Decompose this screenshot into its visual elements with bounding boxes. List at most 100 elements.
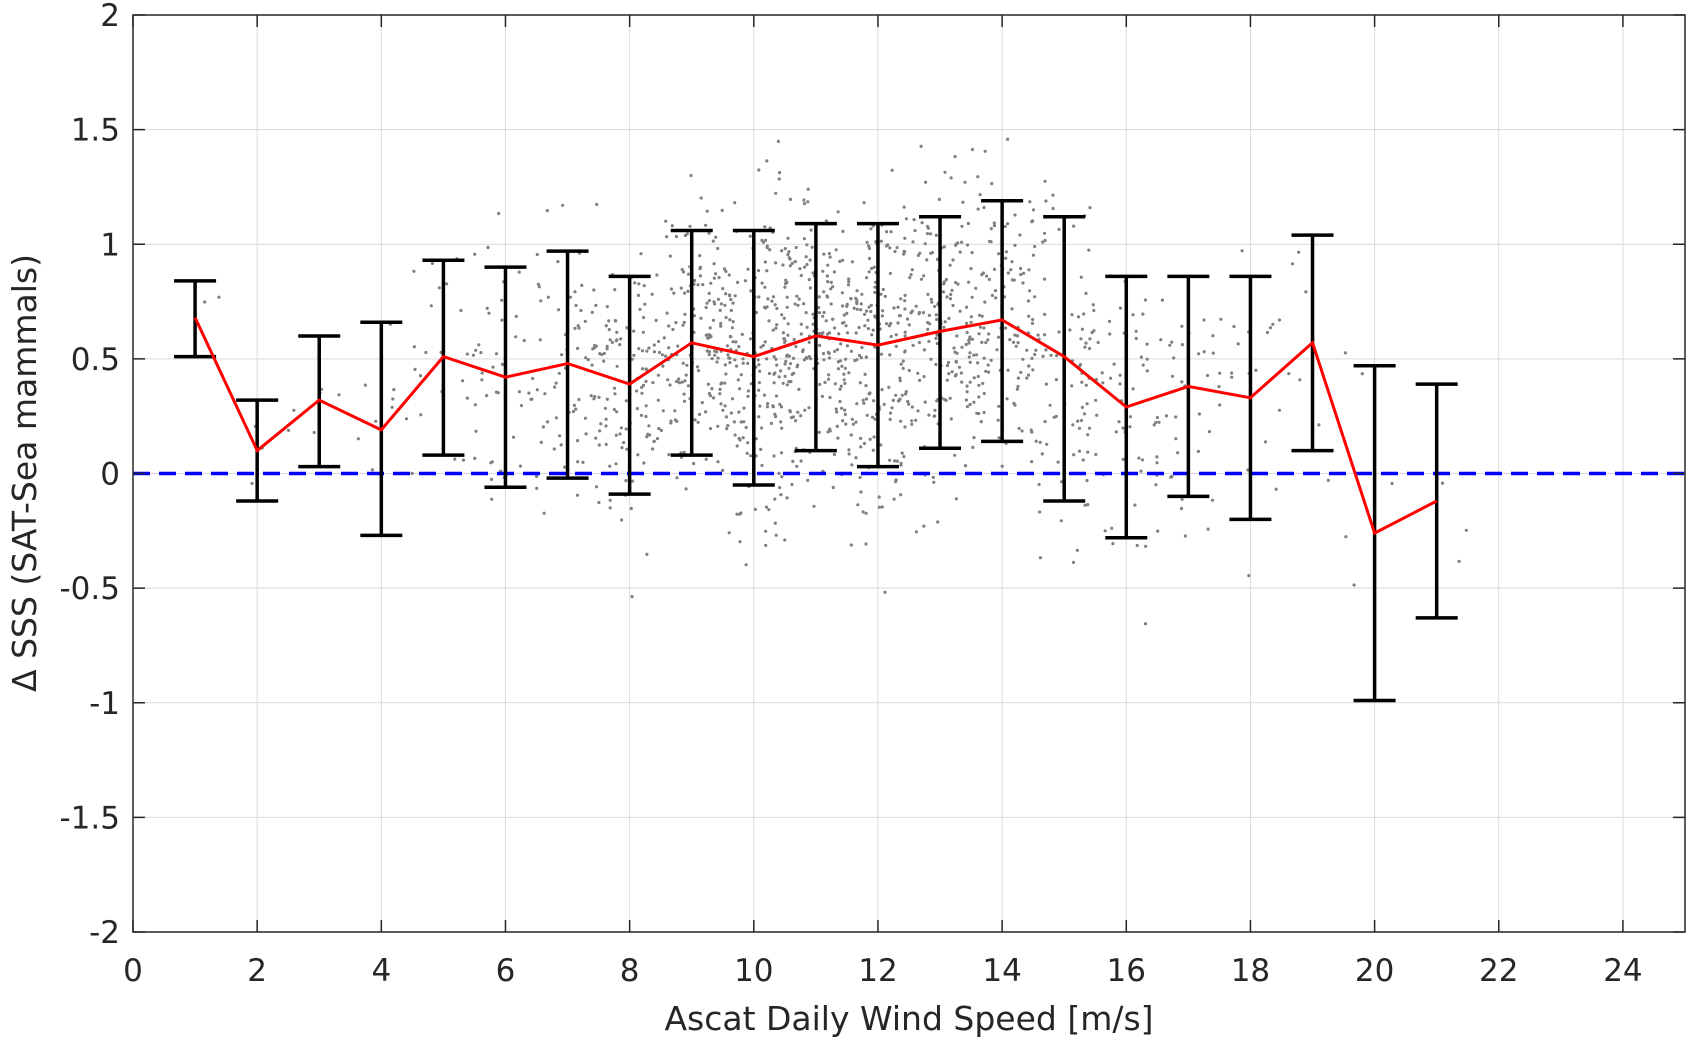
scatter-point <box>1085 478 1089 483</box>
scatter-point <box>759 345 763 349</box>
scatter-point <box>977 383 981 387</box>
scatter-point <box>610 340 614 344</box>
scatter-point <box>511 435 516 439</box>
scatter-point <box>822 310 826 315</box>
scatter-point <box>719 302 724 306</box>
scatter-point <box>993 289 998 293</box>
scatter-point <box>1247 574 1251 578</box>
scatter-point <box>1140 458 1145 462</box>
scatter-point <box>905 317 910 321</box>
scatter-point <box>723 404 727 408</box>
scatter-point <box>960 224 964 228</box>
scatter-point <box>859 302 863 306</box>
scatter-point <box>445 282 449 286</box>
scatter-point <box>968 351 972 355</box>
scatter-point <box>976 207 980 211</box>
scatter-point <box>843 366 847 370</box>
scatter-point <box>618 432 622 436</box>
scatter-point <box>497 211 501 216</box>
scatter-point <box>950 288 954 292</box>
scatter-point <box>842 320 846 325</box>
scatter-point <box>656 339 661 344</box>
scatter-point <box>518 464 523 468</box>
scatter-point <box>731 301 735 305</box>
scatter-point <box>619 426 624 430</box>
scatter-point <box>736 378 740 382</box>
scatter-point <box>537 285 542 289</box>
scatter-point <box>958 250 962 254</box>
scatter-point <box>1141 312 1145 316</box>
scatter-point <box>774 326 778 330</box>
scatter-point <box>839 342 843 346</box>
scatter-point <box>903 425 907 429</box>
scatter-point <box>724 415 729 419</box>
scatter-point <box>489 477 494 481</box>
scatter-point <box>833 382 838 386</box>
scatter-point <box>842 372 846 376</box>
scatter-point <box>597 395 601 399</box>
scatter-point <box>889 321 893 326</box>
scatter-point <box>821 269 825 273</box>
scatter-point <box>842 378 846 382</box>
scatter-point <box>783 285 787 289</box>
scatter-point <box>698 265 703 269</box>
x-tick-label: 4 <box>371 953 391 989</box>
scatter-point <box>728 361 732 365</box>
x-axis-ticks: 0 2 4 6 8 10 12 14 16 18 20 22 24 <box>123 15 1643 989</box>
scatter-point <box>891 398 895 402</box>
scatter-point <box>836 436 840 440</box>
scatter-point <box>868 437 872 441</box>
scatter-point <box>746 394 750 398</box>
scatter-point <box>485 394 489 398</box>
scatter-point <box>1103 529 1107 533</box>
scatter-point <box>1254 368 1258 372</box>
scatter-point <box>726 424 730 428</box>
scatter-point <box>1154 483 1158 487</box>
scatter-point <box>613 288 617 292</box>
scatter-point <box>772 381 776 385</box>
scatter-point <box>873 314 877 318</box>
scatter-point <box>833 326 837 330</box>
scatter-point <box>927 313 932 317</box>
scatter-point <box>788 362 793 366</box>
scatter-point <box>898 376 902 380</box>
scatter-point <box>553 385 557 389</box>
scatter-point <box>1139 469 1143 473</box>
scatter-point <box>807 406 811 410</box>
scatter-point <box>771 295 776 299</box>
scatter-point <box>888 246 892 250</box>
scatter-point <box>965 390 969 394</box>
scatter-point <box>763 260 768 264</box>
scatter-point <box>896 321 900 325</box>
scatter-point <box>763 340 767 344</box>
scatter-point <box>733 294 737 298</box>
scatter-point <box>982 391 986 396</box>
scatter-point <box>910 309 914 313</box>
scatter-point <box>832 270 837 274</box>
scatter-point <box>880 388 884 392</box>
scatter-point <box>1096 340 1100 345</box>
scatter-point <box>614 462 618 466</box>
scatter-point <box>477 343 481 347</box>
scatter-point <box>1084 383 1088 387</box>
scatter-point <box>692 461 696 466</box>
scatter-point <box>807 340 811 344</box>
scatter-point <box>356 437 360 441</box>
scatter-point <box>666 378 670 382</box>
scatter-point <box>854 331 858 335</box>
scatter-point <box>881 309 885 313</box>
scatter-point <box>987 332 991 336</box>
scatter-point <box>637 282 641 286</box>
scatter-point <box>453 457 457 461</box>
scatter-point <box>965 384 969 388</box>
scatter-point <box>686 384 691 388</box>
scatter-point <box>535 388 539 392</box>
scatter-point <box>465 352 469 356</box>
scatter-point <box>922 524 926 528</box>
scatter-point <box>922 375 926 379</box>
scatter-point <box>828 395 832 400</box>
scatter-point <box>514 335 518 339</box>
scatter-point <box>682 392 686 396</box>
scatter-point <box>594 303 598 307</box>
scatter-point <box>561 203 565 207</box>
